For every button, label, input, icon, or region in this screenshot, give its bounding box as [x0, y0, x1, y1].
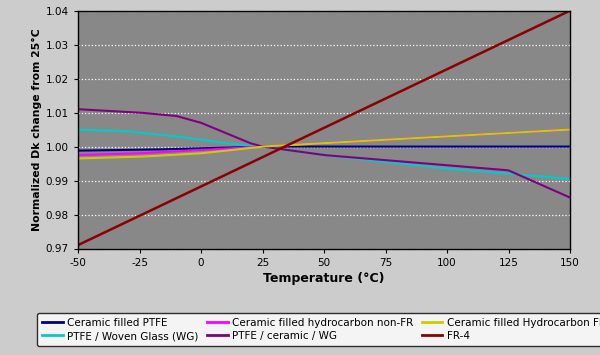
Ceramic filled PTFE: [309, 144, 316, 149]
Legend: Ceramic filled PTFE, PTFE / Woven Glass (WG), Ceramic filled hydrocarbon non-FR,: Ceramic filled PTFE, PTFE / Woven Glass …: [37, 313, 600, 346]
Line: Ceramic filled PTFE: Ceramic filled PTFE: [78, 147, 570, 151]
Ceramic filled Hydrocarbon FR: [74, 156, 82, 160]
Ceramic filled hydrocarbon non-FR: [367, 138, 374, 143]
Line: Ceramic filled Hydrocarbon FR: Ceramic filled Hydrocarbon FR: [78, 130, 570, 158]
PTFE / Woven Glass (WG): [566, 177, 574, 181]
PTFE / Woven Glass (WG): [341, 155, 348, 159]
PTFE / Woven Glass (WG): [478, 169, 485, 174]
Ceramic filled Hydrocarbon FR: [308, 142, 315, 146]
Ceramic filled hydrocarbon non-FR: [311, 142, 318, 146]
Line: Ceramic filled hydrocarbon non-FR: Ceramic filled hydrocarbon non-FR: [78, 130, 570, 155]
PTFE / Woven Glass (WG): [367, 158, 374, 162]
Ceramic filled Hydrocarbon FR: [554, 128, 562, 132]
Ceramic filled PTFE: [341, 144, 349, 149]
PTFE / Woven Glass (WG): [308, 151, 315, 155]
X-axis label: Temperature (°C): Temperature (°C): [263, 272, 385, 285]
PTFE / ceramic / WG: [308, 151, 315, 155]
Ceramic filled hydrocarbon non-FR: [554, 128, 562, 132]
Y-axis label: Normalized Dk change from 25°C: Normalized Dk change from 25°C: [32, 28, 41, 231]
Ceramic filled hydrocarbon non-FR: [308, 142, 315, 146]
PTFE / Woven Glass (WG): [311, 152, 318, 156]
Ceramic filled hydrocarbon non-FR: [478, 132, 485, 137]
PTFE / Woven Glass (WG): [74, 127, 82, 132]
Ceramic filled hydrocarbon non-FR: [74, 153, 82, 157]
Ceramic filled Hydrocarbon FR: [566, 127, 574, 132]
PTFE / ceramic / WG: [478, 166, 485, 170]
Ceramic filled hydrocarbon non-FR: [341, 140, 348, 144]
Ceramic filled PTFE: [312, 144, 319, 149]
PTFE / ceramic / WG: [367, 157, 374, 161]
Ceramic filled PTFE: [260, 144, 267, 149]
Ceramic filled PTFE: [479, 144, 486, 149]
PTFE / Woven Glass (WG): [554, 176, 562, 180]
PTFE / ceramic / WG: [566, 195, 574, 200]
PTFE / ceramic / WG: [311, 152, 318, 156]
Ceramic filled Hydrocarbon FR: [341, 140, 348, 144]
Ceramic filled Hydrocarbon FR: [478, 132, 485, 137]
Ceramic filled Hydrocarbon FR: [311, 142, 318, 146]
PTFE / ceramic / WG: [74, 107, 82, 111]
Ceramic filled Hydrocarbon FR: [367, 138, 374, 143]
PTFE / ceramic / WG: [554, 190, 562, 195]
Line: PTFE / ceramic / WG: PTFE / ceramic / WG: [78, 109, 570, 197]
Ceramic filled hydrocarbon non-FR: [566, 127, 574, 132]
Ceramic filled PTFE: [566, 144, 574, 149]
Ceramic filled PTFE: [74, 148, 82, 153]
Line: PTFE / Woven Glass (WG): PTFE / Woven Glass (WG): [78, 130, 570, 179]
Ceramic filled PTFE: [556, 144, 563, 149]
PTFE / ceramic / WG: [341, 155, 348, 159]
Ceramic filled PTFE: [368, 144, 376, 149]
